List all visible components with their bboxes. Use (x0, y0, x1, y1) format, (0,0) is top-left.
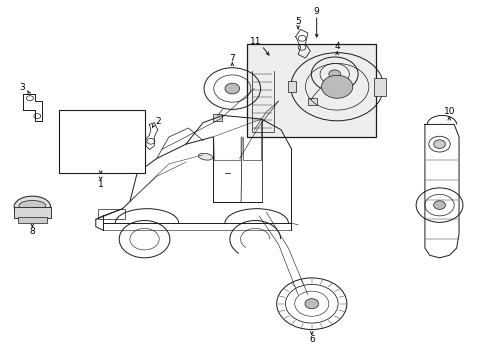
Text: 4: 4 (334, 42, 339, 51)
Bar (59, 110, 144, 173)
Bar (99, 145, 108, 149)
Bar (98, 209, 125, 220)
Bar (307, 98, 316, 105)
Bar (76, 145, 84, 149)
Text: 3: 3 (19, 83, 24, 92)
Bar (111, 145, 120, 149)
Text: 6: 6 (308, 335, 314, 344)
Bar (125, 115, 136, 123)
Bar (246, 44, 375, 137)
Bar (288, 81, 295, 92)
Text: 1: 1 (98, 180, 103, 189)
Ellipse shape (14, 196, 51, 218)
Ellipse shape (19, 201, 46, 211)
Bar (64, 145, 73, 149)
Bar (64, 115, 75, 123)
Circle shape (305, 299, 318, 309)
Bar (14, 207, 51, 218)
Text: 7: 7 (229, 54, 235, 63)
Text: 10: 10 (443, 107, 454, 116)
Circle shape (321, 75, 352, 98)
Circle shape (224, 83, 239, 94)
Text: 8: 8 (29, 227, 35, 236)
Bar (64, 155, 137, 164)
Bar (64, 166, 137, 171)
Bar (64, 134, 103, 140)
Ellipse shape (198, 153, 212, 160)
Circle shape (328, 70, 340, 78)
Bar (373, 78, 385, 96)
Text: 5: 5 (295, 17, 301, 26)
Text: 9: 9 (313, 7, 319, 16)
Text: 11: 11 (249, 37, 261, 46)
Circle shape (433, 201, 445, 210)
Text: 2: 2 (155, 117, 160, 126)
Bar (87, 145, 96, 149)
Circle shape (433, 140, 445, 148)
Bar (212, 114, 221, 121)
Bar (79, 116, 120, 120)
Bar (18, 217, 47, 223)
Bar (64, 126, 137, 132)
Bar (122, 145, 131, 149)
